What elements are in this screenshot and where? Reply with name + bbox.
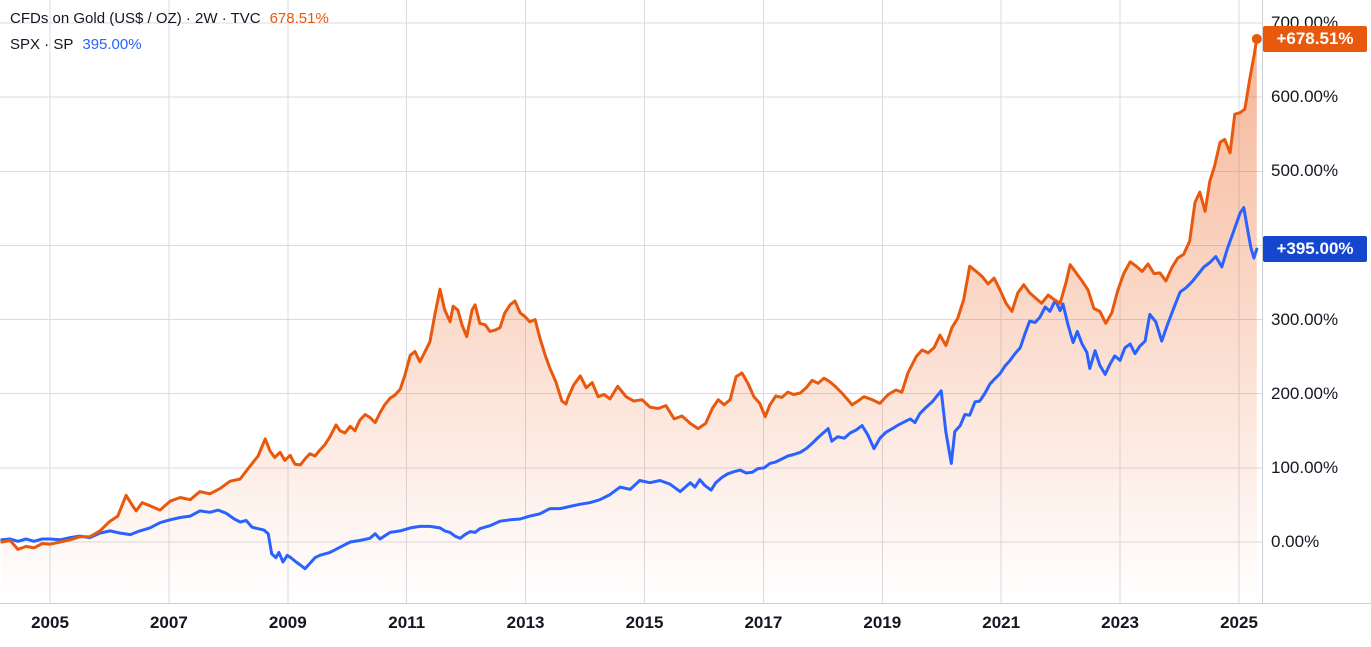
time-axis[interactable]: 2005 2007 2009 2011 2013 2015 2017 2019 2021 2023…: [0, 603, 1371, 647]
legend: CFDs on Gold (US$ / OZ) · 2W · TVC 678.5…: [10, 5, 329, 57]
time-axis-label-2019: 2019: [863, 613, 902, 632]
time-axis-label-2013: 2013: [506, 613, 545, 632]
price-axis-label-600: 600.00%: [1271, 87, 1339, 107]
legend-value-spx: 395.00%: [82, 35, 142, 53]
gold-last-value-dot: [1251, 33, 1262, 44]
price-axis-label-0: 0.00%: [1271, 532, 1320, 551]
time-axis-label-2017: 2017: [744, 613, 783, 632]
time-axis-label-2021: 2021: [982, 613, 1021, 632]
price-axis[interactable]: 700.00%600.00%500.00%400.00%300.00%200.0…: [1262, 0, 1371, 603]
time-axis-label-2009: 2009: [268, 613, 307, 632]
price-axis-label-100: 100.00%: [1271, 457, 1339, 477]
gold-area-fill: [1, 39, 1257, 603]
price-axis-label-500: 500.00%: [1271, 161, 1339, 181]
spx-series-line[interactable]: [0, 206, 1259, 571]
gold-series-line[interactable]: [0, 37, 1259, 551]
time-axis-label-2007: 2007: [149, 613, 188, 632]
time-axis-label-2005: 2005: [31, 613, 69, 632]
legend-value-gold: 678.51%: [269, 9, 329, 27]
legend-item-gold[interactable]: CFDs on Gold (US$ / OZ) · 2W · TVC 678.5…: [10, 5, 329, 31]
gold-last-price-badge: +678.51%: [1263, 25, 1367, 52]
time-axis-label-2015: 2015: [625, 613, 664, 632]
spx-last-price-badge: +395.00%: [1263, 236, 1367, 263]
legend-symbol-spx: SPX · SP: [10, 35, 74, 53]
price-axis-label-200: 200.00%: [1271, 383, 1339, 403]
legend-symbol-gold: CFDs on Gold (US$ / OZ) · 2W · TVC: [10, 9, 261, 27]
chart-plot-area[interactable]: [0, 0, 1262, 603]
legend-item-spx[interactable]: SPX · SP 395.00%: [10, 31, 329, 57]
time-axis-label-2023: 2023: [1101, 613, 1140, 632]
time-axis-label-2025: 2025: [1220, 613, 1258, 632]
time-axis-label-2011: 2011: [388, 613, 426, 632]
price-axis-label-300: 300.00%: [1271, 309, 1339, 329]
